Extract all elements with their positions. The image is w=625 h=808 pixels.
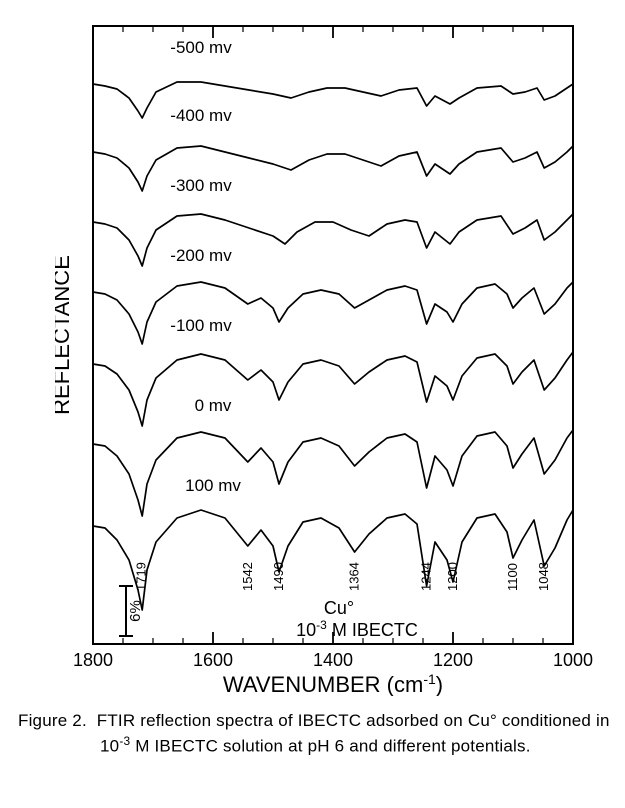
spectra-svg: 1800 1600 1400 1200 1000 WAVENUMBER (cm-1) REF… <box>55 18 595 696</box>
figure-page: 1800 1600 1400 1200 1000 WAVENUMBER (cm-1) REF… <box>0 0 625 808</box>
svg-text:1100: 1100 <box>505 563 520 591</box>
svg-text:1244: 1244 <box>419 562 434 591</box>
svg-text:1200: 1200 <box>433 650 473 670</box>
caption-line1: FTIR reflection spectra of IBECTC adsorb… <box>97 711 463 730</box>
svg-text:-500 mv: -500 mv <box>170 38 232 57</box>
caption-sup: -3 <box>119 734 130 748</box>
svg-text:Cu°: Cu° <box>324 598 354 618</box>
svg-text:1542: 1542 <box>240 562 255 591</box>
svg-text:-400 mv: -400 mv <box>170 106 232 125</box>
caption-line3: 6 and different potentials. <box>335 737 531 756</box>
svg-text:1719: 1719 <box>134 562 149 591</box>
svg-text:-200 mv: -200 mv <box>170 246 232 265</box>
svg-text:1048: 1048 <box>536 562 551 591</box>
svg-text:REFLECTANCE: REFLECTANCE <box>55 255 74 415</box>
svg-text:0 mv: 0 mv <box>195 396 232 415</box>
svg-text:-300 mv: -300 mv <box>170 176 232 195</box>
svg-text:1490: 1490 <box>271 562 286 591</box>
svg-text:1400: 1400 <box>313 650 353 670</box>
svg-text:1000: 1000 <box>553 650 593 670</box>
caption-leader: Figure 2. <box>18 711 87 730</box>
svg-text:1800: 1800 <box>73 650 113 670</box>
figure-caption: Figure 2. FTIR reflection spectra of IBE… <box>18 710 613 759</box>
svg-text:6%: 6% <box>127 600 144 622</box>
svg-text:1200: 1200 <box>445 562 460 591</box>
svg-text:100 mv: 100 mv <box>185 476 241 495</box>
svg-text:WAVENUMBER (cm-1): WAVENUMBER (cm-1) <box>223 671 443 696</box>
svg-text:10-3 M IBECTC: 10-3 M IBECTC <box>296 618 418 640</box>
spectra-chart: 1800 1600 1400 1200 1000 WAVENUMBER (cm-1) REF… <box>55 18 595 696</box>
svg-text:1600: 1600 <box>193 650 233 670</box>
svg-text:-100 mv: -100 mv <box>170 316 232 335</box>
svg-text:1364: 1364 <box>347 562 362 591</box>
caption-line2b: M IBECTC solution at pH <box>130 737 329 756</box>
